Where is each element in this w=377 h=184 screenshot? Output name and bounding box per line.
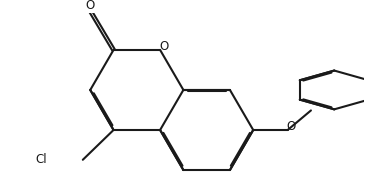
- Text: Cl: Cl: [35, 153, 47, 166]
- Text: O: O: [86, 0, 95, 12]
- Text: O: O: [287, 120, 296, 133]
- Text: O: O: [159, 40, 169, 53]
